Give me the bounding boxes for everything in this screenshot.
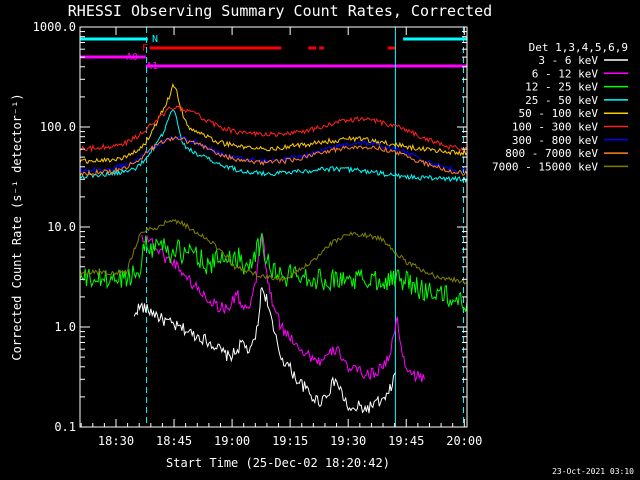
series-line-5 (79, 105, 468, 153)
y-tick-label-3: 1.0 (54, 320, 76, 334)
series-line-1 (141, 233, 425, 383)
y-tick-label-2: 10.0 (47, 220, 76, 234)
flag-bars: NF A0 A1 (80, 34, 467, 72)
date-stamp: 23-Oct-2021 03:10 (552, 467, 634, 476)
legend-label-3: 25 - 50 keV (525, 94, 598, 107)
axis-ticks: 18:30 18:45 19:00 19:15 19:30 19:45 20:00 1000.… (33, 20, 483, 448)
series-line-4 (79, 83, 468, 164)
legend-label-7: 800 - 7000 keV (505, 147, 598, 160)
legend-label-8: 7000 - 15000 keV (492, 160, 598, 173)
series-line-7 (79, 135, 468, 177)
flag-a1-label: A1 (146, 61, 158, 72)
y-axis-label: Corrected Count Rate (s⁻¹ detector⁻¹) (10, 93, 24, 360)
legend-label-2: 12 - 25 keV (525, 81, 598, 94)
x-tick-label-3: 19:15 (272, 434, 308, 448)
y-tick-label-0: 1000.0 (33, 20, 76, 34)
y-tick-label-1: 100.0 (40, 120, 76, 134)
flag-n-label: N (152, 34, 158, 45)
x-tick-label-0: 18:30 (98, 434, 134, 448)
series-group (79, 83, 468, 414)
legend-label-0: 3 - 6 keV (538, 54, 598, 67)
series-line-0 (133, 286, 396, 414)
x-tick-label-5: 19:45 (388, 434, 424, 448)
x-tick-label-6: 20:00 (446, 434, 482, 448)
x-tick-label-2: 19:00 (214, 434, 250, 448)
x-tick-label-1: 18:45 (156, 434, 192, 448)
legend-title: Det 1,3,4,5,6,9 (529, 41, 628, 54)
x-axis-label: Start Time (25-Dec-02 18:20:42) (166, 456, 390, 470)
legend-label-4: 50 - 100 keV (519, 107, 599, 120)
legend-label-1: 6 - 12 keV (532, 67, 599, 80)
series-line-8 (79, 218, 468, 285)
flag-f-label: F (142, 43, 148, 54)
legend-label-5: 100 - 300 keV (512, 121, 598, 134)
series-line-2 (79, 232, 468, 312)
y-tick-label-4: 0.1 (54, 420, 76, 434)
legend-label-6: 300 - 800 keV (512, 134, 598, 147)
series-line-3 (79, 109, 468, 183)
flag-a0-label: A0 (126, 52, 138, 63)
x-tick-label-4: 19:30 (330, 434, 366, 448)
chart-title: RHESSI Observing Summary Count Rates, Co… (68, 2, 492, 20)
